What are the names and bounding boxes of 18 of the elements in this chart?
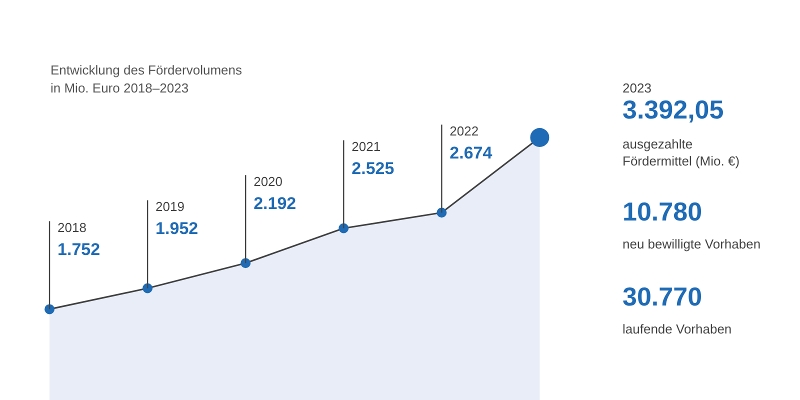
text: neu bewilligte Vorhaben xyxy=(622,236,761,252)
data-label: 2.192 xyxy=(254,194,296,214)
x-tick-label: 2018 xyxy=(58,220,86,236)
x-tick-label: 2021 xyxy=(352,139,381,154)
text: laufende Vorhaben xyxy=(622,322,732,336)
data-label: 1.952 xyxy=(156,219,198,238)
text: 30.770 xyxy=(622,282,702,312)
text: 10.780 xyxy=(622,196,702,226)
x-tick-label: 2019 xyxy=(156,199,184,214)
text: 2023 xyxy=(622,80,652,96)
text: 3.392,05 xyxy=(622,94,724,124)
data-label: 2.525 xyxy=(352,159,394,178)
x-tick-label: 2022 xyxy=(450,124,479,139)
data-label: 1.752 xyxy=(58,240,100,260)
x-tick-label: 2020 xyxy=(254,174,283,190)
data-label: 2.674 xyxy=(450,144,493,163)
text: ausgezahlte Fördermittel (Mio. €) xyxy=(622,136,740,168)
text: Entwicklung des Fördervolumens in Mio. Euro 2018–2023 xyxy=(50,62,242,96)
